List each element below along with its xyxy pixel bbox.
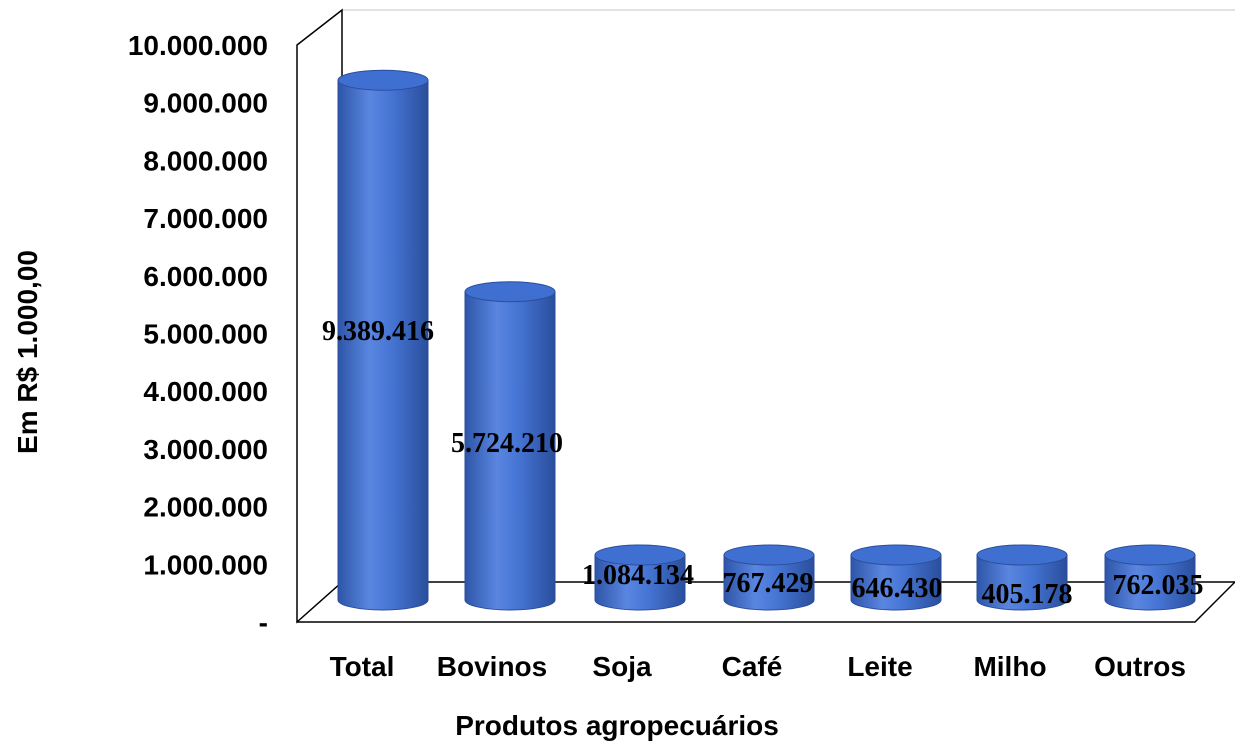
x-tick-label: Café	[722, 651, 783, 682]
bar-body	[1104, 554, 1196, 611]
x-tick-label: Total	[330, 651, 395, 682]
bar-top	[1104, 544, 1196, 566]
bar-body	[464, 291, 556, 611]
y-axis-title: Em R$ 1.000,00	[12, 250, 43, 454]
data-label: 405.178	[982, 579, 1073, 610]
bar-milho	[976, 544, 1068, 611]
y-axis: - 1.000.000 2.000.000 3.000.000 4.000.000 5.0…	[128, 30, 268, 638]
bar-body	[594, 554, 686, 611]
x-tick-label: Milho	[973, 651, 1046, 682]
front-floor-edge	[297, 581, 1235, 623]
x-axis: Total Bovinos Soja Café Leite Milho Outros	[330, 651, 1186, 682]
bar-body	[850, 554, 942, 611]
x-tick-label: Bovinos	[437, 651, 547, 682]
y-tick-label: 6.000.000	[143, 261, 268, 292]
bar-bovinos	[464, 281, 556, 611]
data-label: 762.035	[1113, 570, 1204, 601]
y-tick-label: -	[259, 607, 268, 638]
bar-top	[337, 69, 429, 91]
y-tick-label: 4.000.000	[143, 376, 268, 407]
x-tick-label: Outros	[1094, 651, 1186, 682]
bar-body	[976, 554, 1068, 611]
x-tick-label: Soja	[592, 651, 652, 682]
data-label: 767.429	[723, 568, 814, 599]
bar-leite	[850, 544, 942, 611]
y-tick-label: 2.000.000	[143, 492, 268, 523]
data-labels: 9.389.416 5.724.210 1.084.134 767.429 646.43…	[322, 316, 1204, 610]
y-tick-label: 5.000.000	[143, 319, 268, 350]
bar-top	[594, 544, 686, 566]
bar-top	[976, 544, 1068, 566]
bar-soja	[594, 544, 686, 611]
y-tick-label: 9.000.000	[143, 88, 268, 119]
data-label: 5.724.210	[451, 428, 563, 459]
y-tick-label: 1.000.000	[143, 549, 268, 580]
data-label: 646.430	[852, 573, 943, 604]
bar-top	[850, 544, 942, 566]
x-tick-label: Leite	[847, 651, 912, 682]
y-tick-label: 3.000.000	[143, 434, 268, 465]
bar-café	[723, 544, 815, 611]
bar-body	[723, 554, 815, 611]
plot-frame	[296, 8, 1235, 624]
data-label: 9.389.416	[322, 316, 434, 347]
bar-outros	[1104, 544, 1196, 611]
y-tick-label: 7.000.000	[143, 203, 268, 234]
data-label: 1.084.134	[582, 560, 694, 591]
back-wall-top-edge	[296, 9, 1235, 46]
y-tick-label: 10.000.000	[128, 30, 268, 61]
y-tick-label: 8.000.000	[143, 145, 268, 176]
bar-total	[337, 69, 429, 611]
bar-top	[464, 281, 556, 303]
bars	[337, 69, 1196, 611]
x-axis-title: Produtos agropecuários	[455, 710, 779, 741]
bar-top	[723, 544, 815, 566]
bar-body	[337, 79, 429, 611]
